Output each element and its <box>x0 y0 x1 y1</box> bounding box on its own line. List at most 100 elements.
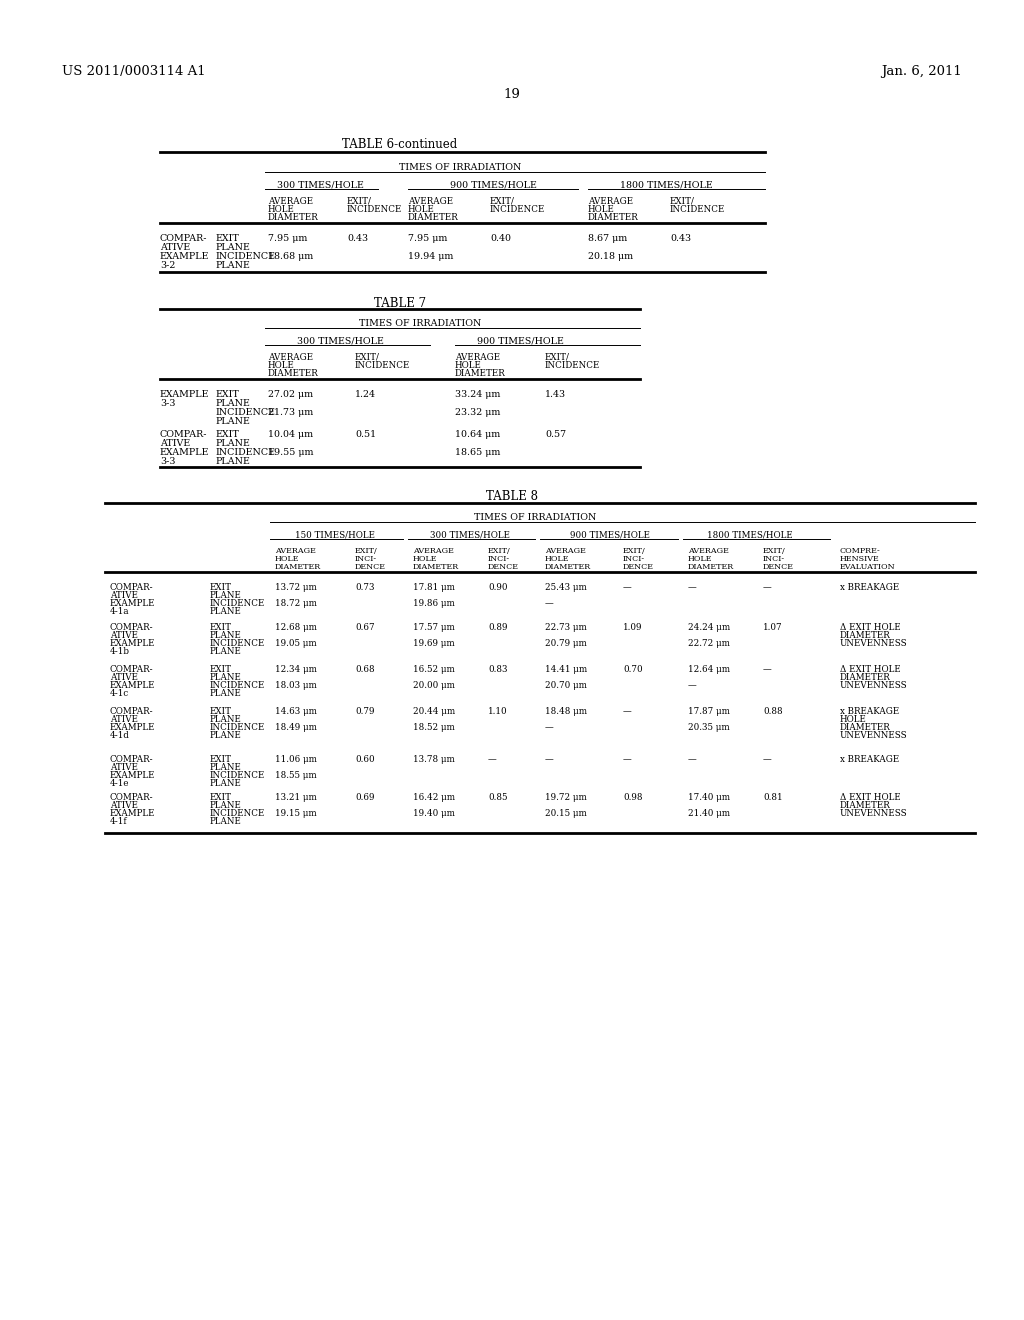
Text: 4-1e: 4-1e <box>110 779 129 788</box>
Text: —: — <box>488 755 497 764</box>
Text: 0.51: 0.51 <box>355 430 376 440</box>
Text: ATIVE: ATIVE <box>110 801 138 810</box>
Text: EXIT/: EXIT/ <box>545 352 570 362</box>
Text: EXIT: EXIT <box>210 708 232 715</box>
Text: INCIDENCE: INCIDENCE <box>210 771 265 780</box>
Text: 4-1d: 4-1d <box>110 731 130 741</box>
Text: INCIDENCE: INCIDENCE <box>215 408 275 417</box>
Text: 0.60: 0.60 <box>355 755 375 764</box>
Text: 0.57: 0.57 <box>545 430 566 440</box>
Text: PLANE: PLANE <box>210 731 242 741</box>
Text: —: — <box>688 681 696 690</box>
Text: 18.65 μm: 18.65 μm <box>455 447 501 457</box>
Text: PLANE: PLANE <box>210 673 242 682</box>
Text: 900 TIMES/HOLE: 900 TIMES/HOLE <box>476 337 563 345</box>
Text: 20.70 μm: 20.70 μm <box>545 681 587 690</box>
Text: 1.10: 1.10 <box>488 708 508 715</box>
Text: AVERAGE: AVERAGE <box>268 197 313 206</box>
Text: UNEVENNESS: UNEVENNESS <box>840 731 907 741</box>
Text: DIAMETER: DIAMETER <box>275 564 322 572</box>
Text: INCI-: INCI- <box>355 554 377 564</box>
Text: Δ EXIT HOLE: Δ EXIT HOLE <box>840 623 901 632</box>
Text: —: — <box>688 583 696 591</box>
Text: UNEVENNESS: UNEVENNESS <box>840 681 907 690</box>
Text: PLANE: PLANE <box>210 817 242 826</box>
Text: 300 TIMES/HOLE: 300 TIMES/HOLE <box>276 180 364 189</box>
Text: 18.68 μm: 18.68 μm <box>268 252 313 261</box>
Text: 16.52 μm: 16.52 μm <box>413 665 455 675</box>
Text: 0.83: 0.83 <box>488 665 508 675</box>
Text: AVERAGE: AVERAGE <box>688 546 729 554</box>
Text: 17.81 μm: 17.81 μm <box>413 583 455 591</box>
Text: 1.43: 1.43 <box>545 389 566 399</box>
Text: x BREAKAGE: x BREAKAGE <box>840 755 899 764</box>
Text: DIAMETER: DIAMETER <box>840 673 891 682</box>
Text: EXIT/: EXIT/ <box>355 352 380 362</box>
Text: PLANE: PLANE <box>215 399 250 408</box>
Text: PLANE: PLANE <box>215 417 250 426</box>
Text: —: — <box>623 583 632 591</box>
Text: 19.15 μm: 19.15 μm <box>275 809 316 818</box>
Text: 900 TIMES/HOLE: 900 TIMES/HOLE <box>570 531 650 539</box>
Text: DIAMETER: DIAMETER <box>413 564 459 572</box>
Text: AVERAGE: AVERAGE <box>268 352 313 362</box>
Text: PLANE: PLANE <box>210 647 242 656</box>
Text: HOLE: HOLE <box>455 360 482 370</box>
Text: 21.40 μm: 21.40 μm <box>688 809 730 818</box>
Text: EVALUATION: EVALUATION <box>840 564 896 572</box>
Text: —: — <box>545 755 554 764</box>
Text: 18.49 μm: 18.49 μm <box>275 723 317 733</box>
Text: INCIDENCE: INCIDENCE <box>210 681 265 690</box>
Text: 900 TIMES/HOLE: 900 TIMES/HOLE <box>450 180 537 189</box>
Text: ATIVE: ATIVE <box>160 440 190 447</box>
Text: PLANE: PLANE <box>215 243 250 252</box>
Text: 19.86 μm: 19.86 μm <box>413 599 455 609</box>
Text: COMPRE-: COMPRE- <box>840 546 881 554</box>
Text: DIAMETER: DIAMETER <box>455 370 506 378</box>
Text: AVERAGE: AVERAGE <box>275 546 315 554</box>
Text: 12.68 μm: 12.68 μm <box>275 623 317 632</box>
Text: EXAMPLE: EXAMPLE <box>160 389 210 399</box>
Text: 12.34 μm: 12.34 μm <box>275 665 317 675</box>
Text: 4-1a: 4-1a <box>110 607 130 616</box>
Text: DENCE: DENCE <box>763 564 794 572</box>
Text: COMPAR-: COMPAR- <box>110 793 154 803</box>
Text: EXIT: EXIT <box>210 793 232 803</box>
Text: INCIDENCE: INCIDENCE <box>210 723 265 733</box>
Text: —: — <box>688 755 696 764</box>
Text: PLANE: PLANE <box>215 440 250 447</box>
Text: PLANE: PLANE <box>210 591 242 601</box>
Text: COMPAR-: COMPAR- <box>160 430 208 440</box>
Text: DIAMETER: DIAMETER <box>408 213 459 222</box>
Text: DIAMETER: DIAMETER <box>268 370 318 378</box>
Text: TABLE 7: TABLE 7 <box>374 297 426 310</box>
Text: 12.64 μm: 12.64 μm <box>688 665 730 675</box>
Text: 0.69: 0.69 <box>355 793 375 803</box>
Text: INCIDENCE: INCIDENCE <box>215 252 275 261</box>
Text: PLANE: PLANE <box>215 261 250 271</box>
Text: HOLE: HOLE <box>840 715 867 723</box>
Text: HOLE: HOLE <box>588 205 614 214</box>
Text: AVERAGE: AVERAGE <box>455 352 500 362</box>
Text: US 2011/0003114 A1: US 2011/0003114 A1 <box>62 65 206 78</box>
Text: 18.03 μm: 18.03 μm <box>275 681 316 690</box>
Text: EXIT/: EXIT/ <box>347 197 372 206</box>
Text: —: — <box>545 723 554 733</box>
Text: 19.05 μm: 19.05 μm <box>275 639 316 648</box>
Text: 20.44 μm: 20.44 μm <box>413 708 456 715</box>
Text: EXIT: EXIT <box>215 389 239 399</box>
Text: Δ EXIT HOLE: Δ EXIT HOLE <box>840 793 901 803</box>
Text: 13.72 μm: 13.72 μm <box>275 583 316 591</box>
Text: PLANE: PLANE <box>210 607 242 616</box>
Text: 0.40: 0.40 <box>490 234 511 243</box>
Text: COMPAR-: COMPAR- <box>110 623 154 632</box>
Text: 19.69 μm: 19.69 μm <box>413 639 455 648</box>
Text: 16.42 μm: 16.42 μm <box>413 793 455 803</box>
Text: ATIVE: ATIVE <box>110 631 138 640</box>
Text: DENCE: DENCE <box>623 564 654 572</box>
Text: 17.40 μm: 17.40 μm <box>688 793 730 803</box>
Text: 33.24 μm: 33.24 μm <box>455 389 501 399</box>
Text: EXIT/: EXIT/ <box>490 197 515 206</box>
Text: —: — <box>763 665 772 675</box>
Text: DIAMETER: DIAMETER <box>840 723 891 733</box>
